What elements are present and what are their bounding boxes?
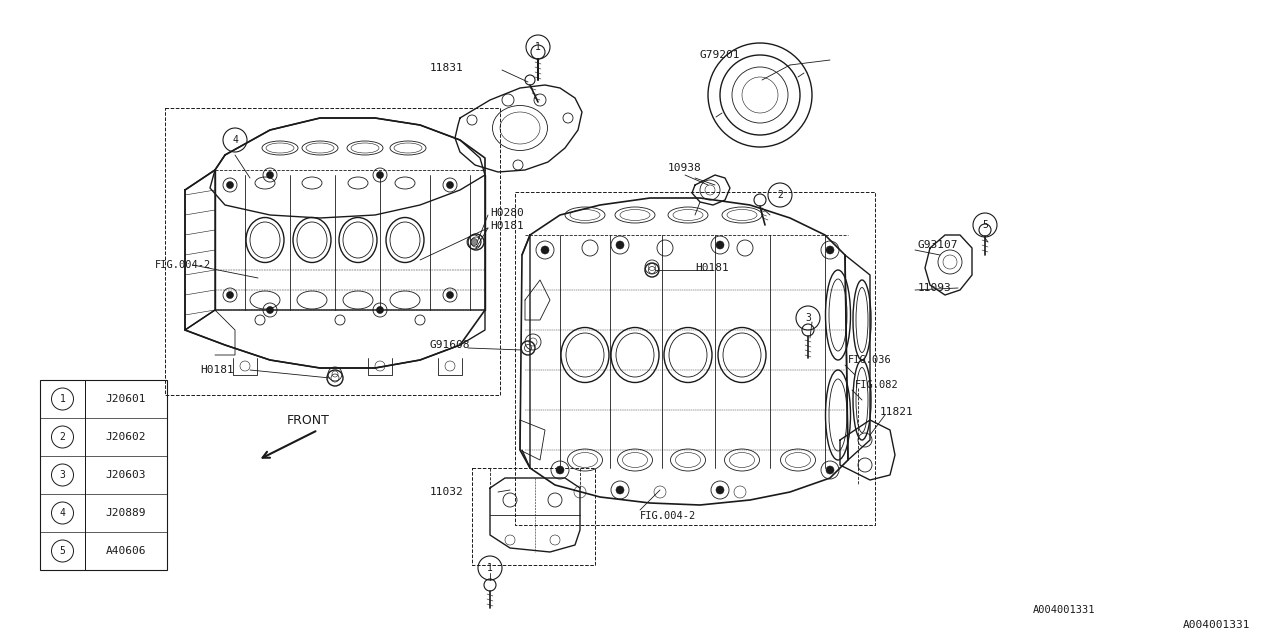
Circle shape (227, 182, 233, 189)
Text: J20603: J20603 (106, 470, 146, 480)
Text: G93107: G93107 (918, 240, 959, 250)
Text: 4: 4 (232, 135, 238, 145)
Circle shape (447, 291, 453, 298)
Circle shape (616, 241, 625, 249)
Text: 2: 2 (777, 190, 783, 200)
Text: H0280: H0280 (490, 208, 524, 218)
Text: A004001331: A004001331 (1183, 620, 1251, 630)
Text: FIG.004-2: FIG.004-2 (640, 511, 696, 521)
Circle shape (376, 307, 384, 314)
Text: 11831: 11831 (430, 63, 463, 73)
Text: 1: 1 (488, 563, 493, 573)
Text: 3: 3 (805, 313, 812, 323)
Text: H0181: H0181 (695, 263, 728, 273)
Circle shape (716, 241, 724, 249)
Text: 5: 5 (982, 220, 988, 230)
Text: 11821: 11821 (881, 407, 914, 417)
Circle shape (447, 182, 453, 189)
Text: A40606: A40606 (106, 546, 146, 556)
Circle shape (227, 291, 233, 298)
Circle shape (826, 246, 835, 254)
Text: FIG.036: FIG.036 (849, 355, 892, 365)
Circle shape (556, 466, 564, 474)
Text: J20601: J20601 (106, 394, 146, 404)
Text: A004001331: A004001331 (1033, 605, 1094, 615)
Text: 1: 1 (535, 42, 541, 52)
Circle shape (541, 246, 549, 254)
Text: 10938: 10938 (668, 163, 701, 173)
Text: FIG.082: FIG.082 (855, 380, 899, 390)
Circle shape (266, 172, 274, 179)
Text: 5: 5 (60, 546, 65, 556)
Text: 1: 1 (60, 394, 65, 404)
Bar (40, 380, 166, 570)
Text: J20889: J20889 (106, 508, 146, 518)
Text: H0181: H0181 (200, 365, 234, 375)
Text: G91608: G91608 (430, 340, 471, 350)
Text: 11032: 11032 (430, 487, 463, 497)
Circle shape (716, 486, 724, 494)
Circle shape (826, 466, 835, 474)
Text: 11093: 11093 (918, 283, 952, 293)
Text: FRONT: FRONT (287, 413, 329, 426)
Text: 4: 4 (60, 508, 65, 518)
Text: H0181: H0181 (490, 221, 524, 231)
Circle shape (616, 486, 625, 494)
Text: J20602: J20602 (106, 432, 146, 442)
Text: G79201: G79201 (700, 50, 741, 60)
Circle shape (266, 307, 274, 314)
Circle shape (471, 239, 477, 246)
Text: 3: 3 (60, 470, 65, 480)
Circle shape (376, 172, 384, 179)
Text: FIG.004-2: FIG.004-2 (155, 260, 211, 270)
Text: 2: 2 (60, 432, 65, 442)
